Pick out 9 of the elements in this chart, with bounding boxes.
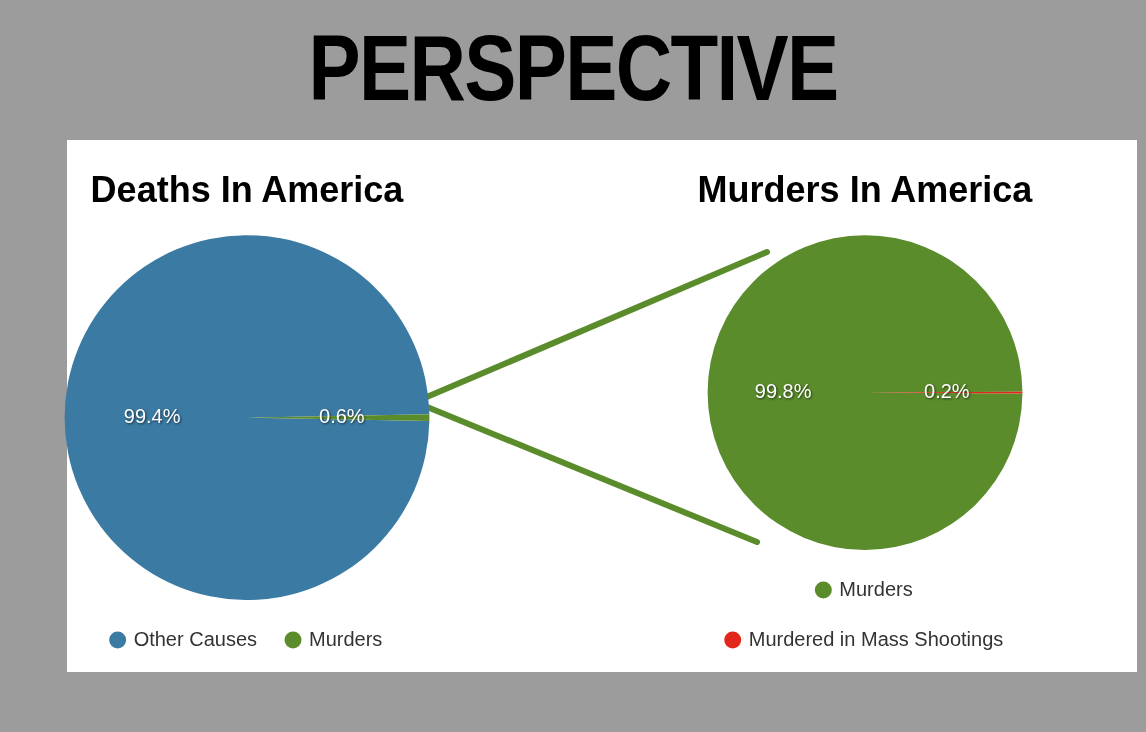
data-label: 99.8%	[754, 380, 812, 403]
legend-label: Murders	[839, 577, 913, 600]
legend-label: Other Causes	[133, 627, 258, 650]
chart-title: Deaths In America	[90, 168, 405, 210]
legend-label: Murders	[309, 627, 383, 650]
data-label: 99.4%	[123, 405, 181, 428]
text: PERSPECTIVE	[307, 17, 839, 119]
chart-title: Murders In America	[697, 168, 1034, 210]
legend-label: Murdered in Mass Shootings	[748, 627, 1004, 650]
